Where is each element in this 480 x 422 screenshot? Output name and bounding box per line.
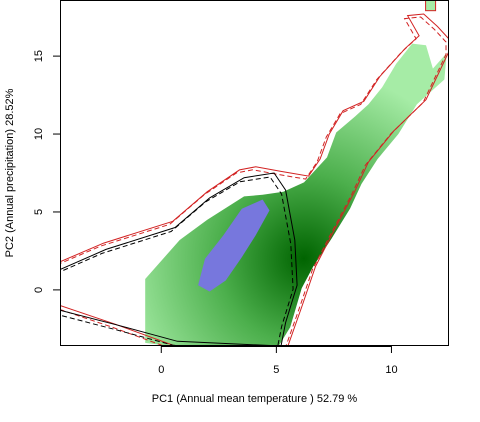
density-region	[145, 43, 447, 346]
x-axis-label: PC1 (Annual mean temperature ) 52.79 %	[152, 393, 358, 405]
envelope-outer-line	[60, 13, 449, 346]
y-tick-label: 15	[33, 50, 45, 62]
y-tick-label: 0	[33, 287, 45, 293]
y-axis-label: PC2 (Annual precipitation) 28.52%	[4, 88, 16, 257]
overlap-region	[198, 199, 270, 292]
plot-area	[60, 0, 449, 346]
envelope-inner-line	[60, 172, 298, 346]
envelope-outer-dashed-line	[60, 16, 447, 346]
y-axis: 0 5 10 15	[33, 50, 61, 293]
x-axis: 0 5 10	[158, 346, 398, 376]
y-tick-label: 5	[33, 209, 45, 215]
y-tick-label: 10	[33, 128, 45, 140]
x-tick-label: 0	[158, 364, 164, 376]
x-tick-label: 5	[273, 364, 279, 376]
region-marker	[425, 0, 437, 12]
envelope-inner-dashed-line	[60, 176, 294, 346]
x-tick-label: 10	[385, 364, 397, 376]
